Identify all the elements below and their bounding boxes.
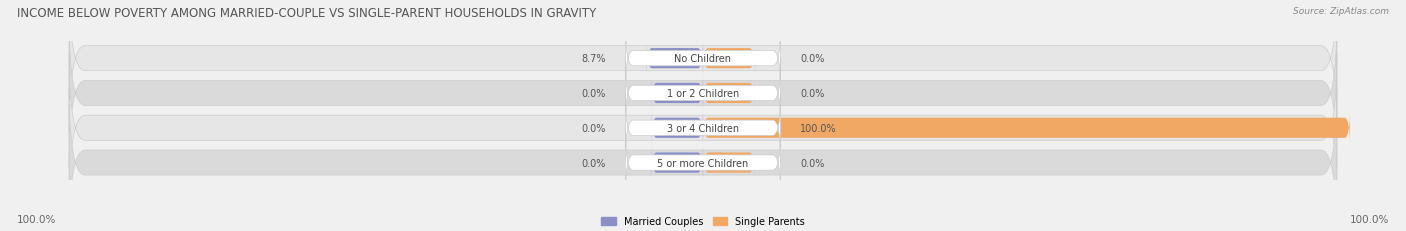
Text: 3 or 4 Children: 3 or 4 Children — [666, 123, 740, 133]
Text: 0.0%: 0.0% — [582, 88, 606, 99]
FancyBboxPatch shape — [647, 41, 703, 77]
FancyBboxPatch shape — [69, 0, 1337, 133]
Text: 0.0%: 0.0% — [582, 158, 606, 168]
FancyBboxPatch shape — [626, 25, 780, 93]
Text: 1 or 2 Children: 1 or 2 Children — [666, 88, 740, 99]
FancyBboxPatch shape — [651, 145, 703, 181]
Text: 100.0%: 100.0% — [17, 214, 56, 224]
FancyBboxPatch shape — [651, 76, 703, 111]
FancyBboxPatch shape — [703, 76, 755, 111]
Text: 0.0%: 0.0% — [582, 123, 606, 133]
Text: 0.0%: 0.0% — [800, 88, 824, 99]
FancyBboxPatch shape — [703, 41, 755, 77]
FancyBboxPatch shape — [703, 111, 1350, 146]
FancyBboxPatch shape — [703, 145, 755, 181]
FancyBboxPatch shape — [69, 19, 1337, 168]
FancyBboxPatch shape — [651, 111, 703, 146]
FancyBboxPatch shape — [626, 129, 780, 197]
Text: 100.0%: 100.0% — [800, 123, 837, 133]
Text: No Children: No Children — [675, 54, 731, 64]
Text: 5 or more Children: 5 or more Children — [658, 158, 748, 168]
Text: INCOME BELOW POVERTY AMONG MARRIED-COUPLE VS SINGLE-PARENT HOUSEHOLDS IN GRAVITY: INCOME BELOW POVERTY AMONG MARRIED-COUPL… — [17, 7, 596, 20]
Text: 100.0%: 100.0% — [1350, 214, 1389, 224]
FancyBboxPatch shape — [626, 60, 780, 128]
Text: 8.7%: 8.7% — [582, 54, 606, 64]
Text: 0.0%: 0.0% — [800, 54, 824, 64]
Legend: Married Couples, Single Parents: Married Couples, Single Parents — [602, 216, 804, 226]
FancyBboxPatch shape — [69, 89, 1337, 231]
Text: Source: ZipAtlas.com: Source: ZipAtlas.com — [1294, 7, 1389, 16]
FancyBboxPatch shape — [626, 94, 780, 162]
Text: 0.0%: 0.0% — [800, 158, 824, 168]
FancyBboxPatch shape — [69, 54, 1337, 202]
